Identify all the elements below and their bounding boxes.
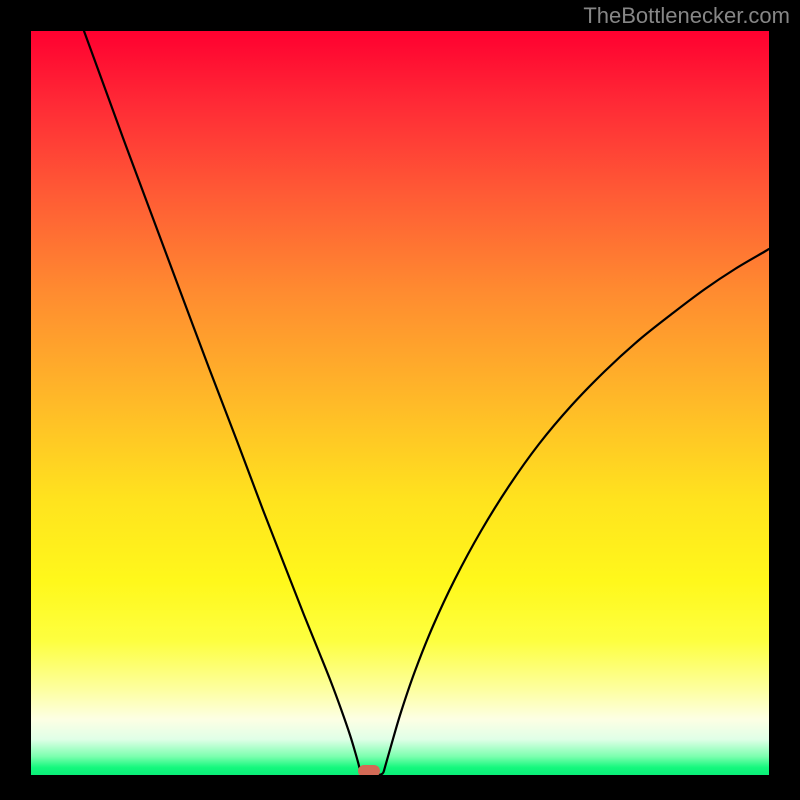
frame-border-right [769, 0, 800, 800]
chart-gradient-background [31, 31, 769, 775]
frame-border-left [0, 0, 31, 800]
frame-border-bottom [0, 775, 800, 800]
watermark-text: TheBottlenecker.com [583, 3, 790, 29]
